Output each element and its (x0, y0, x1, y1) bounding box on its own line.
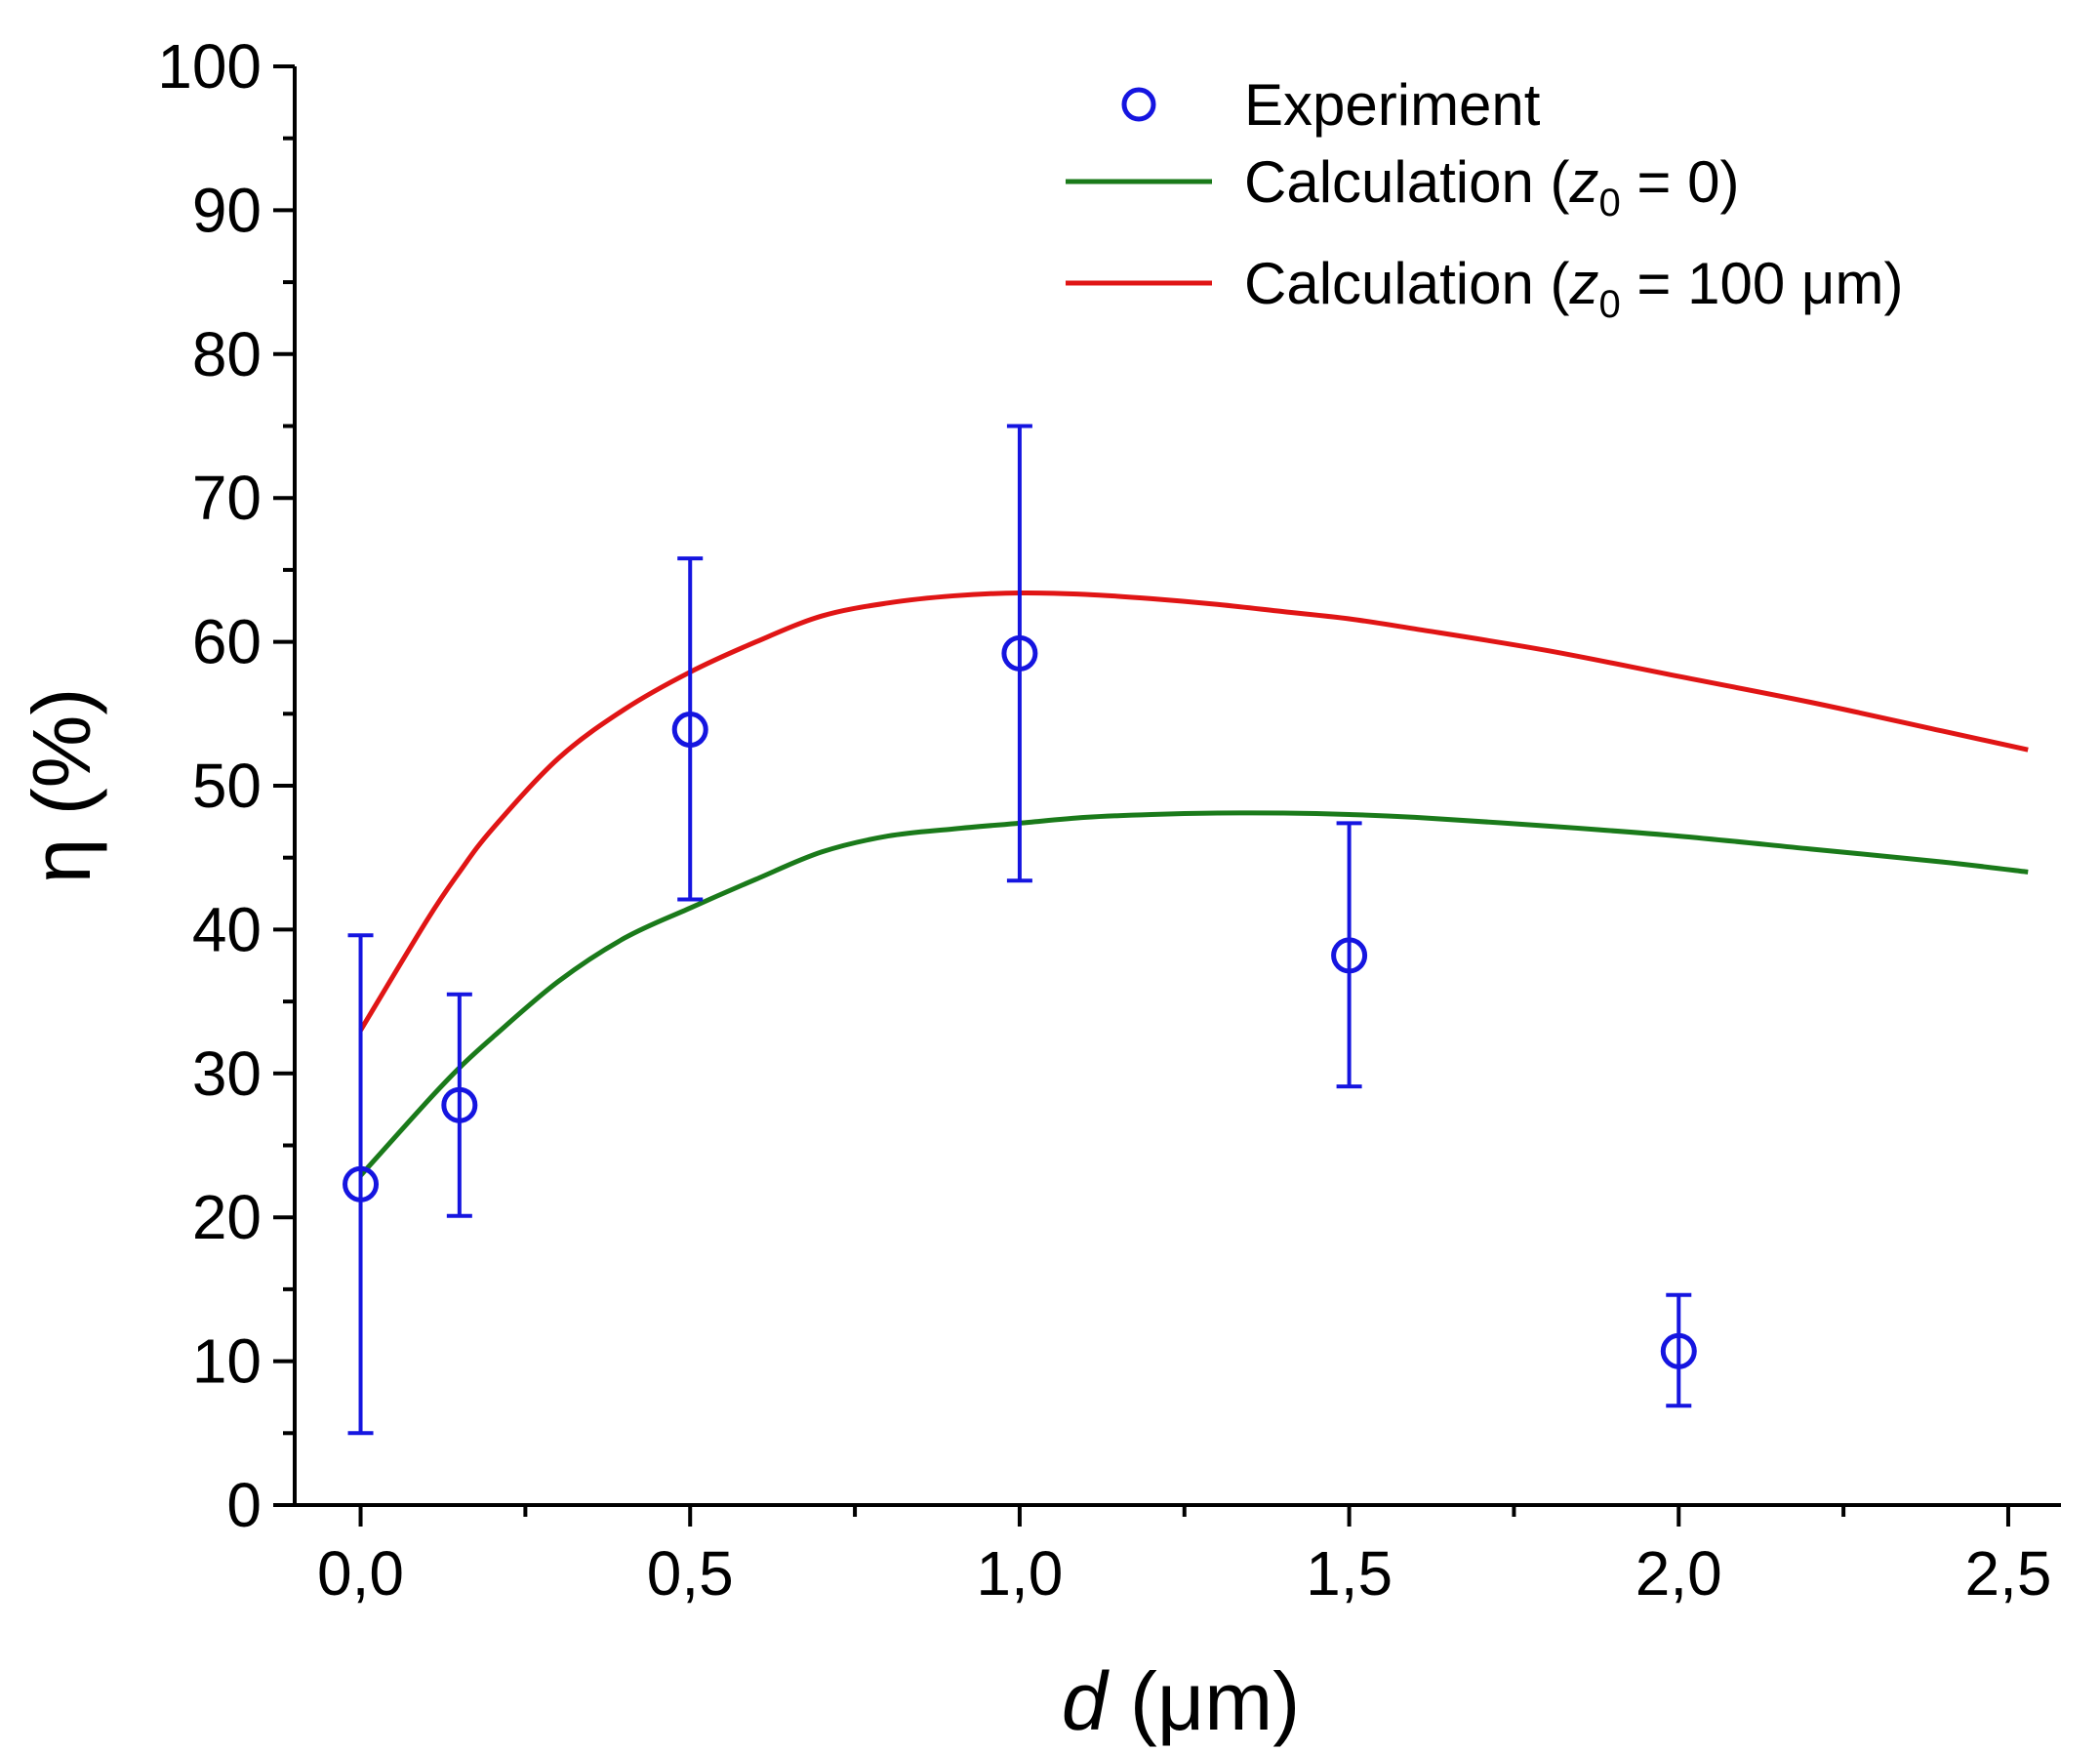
y-tick-label: 70 (192, 463, 262, 533)
experiment-points (343, 634, 1697, 1369)
y-tick-label: 60 (192, 607, 262, 677)
y-axis-title: η (%) (16, 688, 107, 884)
y-tick-label: 90 (192, 175, 262, 245)
x-axis-unit: (μm) (1108, 1655, 1301, 1747)
x-ticks: 0,0 0,5 1,0 1,5 2,0 2,5 (317, 1505, 2051, 1609)
y-ticks: 0 10 20 30 40 50 60 70 80 90 100 (157, 31, 295, 1540)
x-axis-title: d (μm) (1062, 1655, 1300, 1747)
x-tick-label: 1,0 (976, 1538, 1063, 1609)
y-tick-label: 20 (192, 1182, 262, 1252)
experiment-point (671, 712, 708, 749)
experiment-point (1001, 634, 1038, 672)
y-tick-label: 0 (226, 1470, 262, 1540)
calc-z0-line (358, 810, 2029, 1178)
x-tick-label: 0,0 (317, 1538, 404, 1609)
legend-experiment-marker (1121, 87, 1156, 122)
legend-experiment-label: Experiment (1244, 72, 1541, 138)
x-tick-label: 2,5 (1964, 1538, 2051, 1609)
x-axis-symbol: d (1062, 1655, 1110, 1747)
legend-calc-z100-label: Calculation (z0 = 100 μm) (1244, 251, 1903, 326)
experiment-point (1331, 937, 1368, 974)
y-tick-label: 100 (157, 31, 262, 102)
y-tick-label: 30 (192, 1039, 262, 1109)
calc-z100-line (358, 590, 2029, 1032)
y-tick-label: 50 (192, 751, 262, 821)
x-tick-label: 0,5 (647, 1538, 734, 1609)
legend-calc-z0-label: Calculation (z0 = 0) (1244, 149, 1739, 224)
x-tick-label: 1,5 (1306, 1538, 1393, 1609)
error-bars (347, 424, 1692, 1436)
experiment-point (343, 1165, 380, 1202)
y-tick-label: 80 (192, 319, 262, 389)
experiment-point (1660, 1332, 1697, 1369)
y-tick-label: 40 (192, 894, 262, 964)
legend: Experiment Calculation (z0 = 0) Calculat… (1066, 72, 1903, 326)
experiment-point (441, 1086, 478, 1123)
series-lines (358, 590, 2029, 1178)
x-tick-label: 2,0 (1636, 1538, 1722, 1609)
y-tick-label: 10 (192, 1326, 262, 1397)
